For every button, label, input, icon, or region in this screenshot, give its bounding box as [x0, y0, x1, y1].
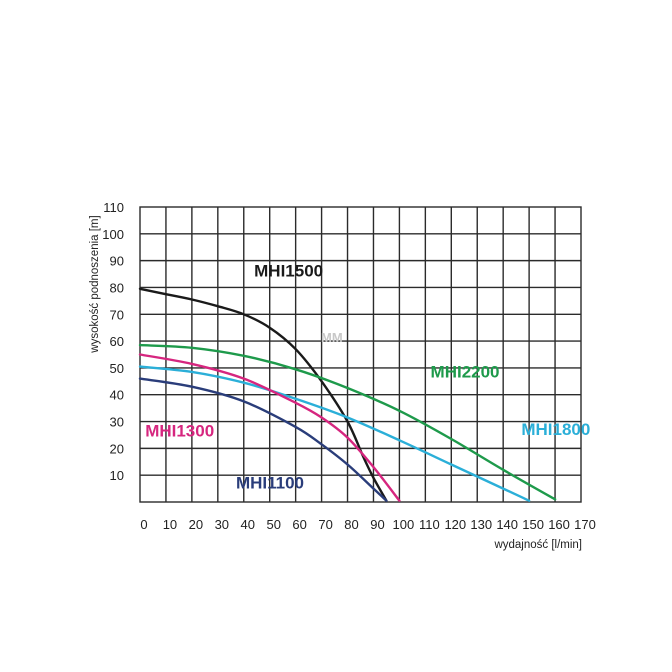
y-tick-label: 60 [110, 334, 124, 349]
x-tick-label: 140 [496, 517, 518, 532]
x-tick-label: 60 [292, 517, 306, 532]
y-tick-label: 110 [103, 200, 124, 215]
x-tick-label: 10 [163, 517, 177, 532]
y-tick-label: 40 [110, 388, 124, 403]
y-tick-label: 90 [110, 254, 124, 269]
x-tick-label: 160 [548, 517, 570, 532]
series-label-mhi1300: MHI1300 [145, 421, 214, 440]
series-labels: MHI1500 MHI2200 MHI1800 MHI1300 MHI1100 [145, 262, 590, 493]
x-tick-label: 170 [574, 517, 596, 532]
series-label-mhi1500: MHI1500 [254, 262, 323, 281]
curve-mhi1500 [138, 287, 388, 502]
x-tick-label: 50 [266, 517, 280, 532]
x-tick-labels: 0 10 20 30 40 50 60 70 80 90 100 110 120 130 140 150 160… [140, 517, 595, 532]
y-tick-label: 100 [102, 227, 124, 242]
curve-mhi1100 [138, 377, 388, 502]
y-axis-title: wysokość podnoszenia [m] [89, 215, 101, 353]
y-tick-label: 10 [110, 468, 124, 483]
x-tick-label: 120 [444, 517, 466, 532]
x-tick-label: 40 [241, 517, 255, 532]
curve-mhi1300 [138, 353, 401, 502]
y-tick-labels: 10 20 30 40 50 60 70 80 90 100 110 [102, 200, 124, 483]
x-tick-label: 0 [140, 517, 147, 532]
x-tick-label: 130 [470, 517, 492, 532]
y-tick-label: 50 [110, 361, 124, 376]
curves [138, 287, 557, 502]
watermark: MM [321, 330, 343, 345]
x-tick-label: 30 [215, 517, 229, 532]
x-tick-label: 110 [419, 517, 440, 532]
y-tick-label: 20 [110, 441, 124, 456]
x-tick-label: 20 [189, 517, 203, 532]
series-label-mhi1100: MHI1100 [236, 474, 304, 493]
series-label-mhi1800: MHI1800 [521, 420, 590, 439]
x-tick-label: 150 [522, 517, 544, 532]
x-tick-label: 90 [370, 517, 384, 532]
x-axis-title: wydajność [l/min] [493, 539, 582, 551]
x-tick-label: 100 [393, 517, 415, 532]
y-tick-label: 30 [110, 415, 124, 430]
x-tick-label: 70 [318, 517, 332, 532]
y-tick-label: 70 [110, 307, 124, 322]
plot-frame [139, 206, 582, 503]
grid [139, 206, 582, 503]
curve-mhi1800 [138, 365, 531, 502]
curve-mhi2200 [138, 343, 557, 501]
x-tick-label: 80 [344, 517, 358, 532]
series-label-mhi2200: MHI2200 [431, 362, 500, 381]
y-tick-label: 80 [110, 280, 124, 295]
